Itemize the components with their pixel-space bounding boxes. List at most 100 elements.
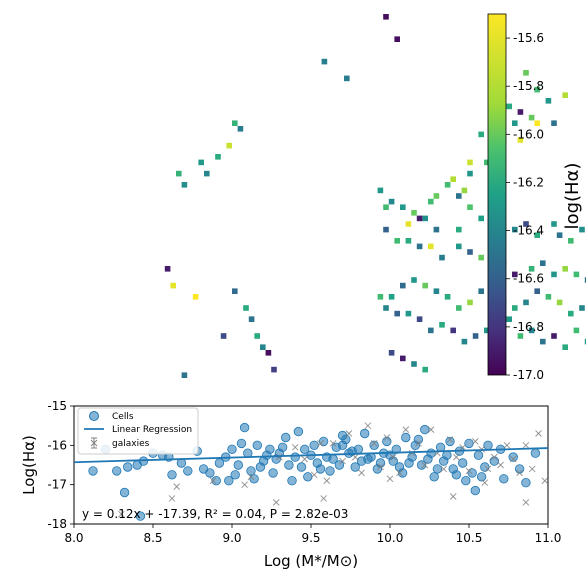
heatmap-cell (556, 299, 563, 306)
heatmap-cell (192, 294, 199, 300)
heatmap-cell (444, 182, 451, 188)
cell-point (382, 436, 392, 447)
cell-point (303, 472, 313, 482)
galaxy-point (541, 477, 549, 485)
galaxy-point (370, 440, 378, 447)
heatmap-cell (478, 254, 484, 261)
heatmap-cell (467, 170, 473, 177)
cell-point (375, 458, 386, 468)
heatmap-cell (568, 310, 574, 317)
heatmap-cell (204, 170, 210, 177)
heatmap-cell (215, 154, 221, 160)
heatmap-cell (237, 126, 244, 132)
heatmap-cell (400, 282, 406, 289)
heatmap-cell (584, 338, 586, 345)
heatmap-cell (456, 193, 462, 199)
heatmap-cell (411, 210, 417, 216)
heatmap-cell (254, 333, 260, 339)
heatmap-cell (377, 294, 384, 300)
y-tick-label: -17 (47, 478, 67, 492)
galaxy-point (351, 453, 359, 461)
colorbar-tick-label: -16.0 (513, 127, 544, 141)
cell-point (369, 440, 379, 451)
x-tick-label: 10.0 (377, 531, 404, 545)
legend-galaxies-marker (90, 437, 98, 449)
heatmap-cell (551, 221, 557, 227)
colorbar-tick-label: -16.2 (513, 175, 544, 189)
galaxy-point (516, 469, 523, 477)
galaxy-point (440, 465, 448, 473)
galaxy-point (535, 430, 542, 437)
legend-cells-label: Cells (112, 412, 134, 422)
heatmap-cell (512, 305, 518, 311)
heatmap-cell (383, 226, 389, 233)
heatmap-cell (562, 344, 568, 350)
cell-point (337, 430, 348, 441)
heatmap-cell (388, 198, 395, 205)
cell-point (413, 434, 424, 445)
heatmap-cell (484, 159, 490, 166)
cell-point (281, 432, 291, 443)
cell-point (277, 442, 288, 453)
galaxy-point (320, 495, 327, 502)
heatmap-cell (439, 322, 445, 328)
heatmap-cell (405, 221, 412, 227)
cell-point (489, 456, 500, 466)
heatmap-cell (512, 120, 518, 126)
cell-point (464, 438, 474, 449)
heatmap-cell (467, 159, 473, 166)
heatmap-cell (433, 226, 440, 233)
galaxy-point (329, 440, 337, 447)
heatmap-cell (422, 282, 428, 289)
galaxy-point (291, 443, 299, 451)
heatmap-cell (517, 333, 524, 339)
y-tick-label: -18 (47, 517, 67, 531)
x-tick-label: 9.0 (222, 531, 241, 545)
heatmap-cell (422, 215, 428, 222)
heatmap-cell (478, 131, 484, 138)
heatmap-cell (506, 316, 512, 322)
galaxy-point (364, 422, 372, 430)
galaxy-point (345, 430, 353, 437)
legend-regression-label: Linear Regression (112, 425, 192, 435)
heatmap-cell (232, 120, 238, 126)
cell-point (183, 466, 193, 476)
heatmap-cell (394, 36, 400, 42)
heatmap-cell (478, 288, 484, 294)
heatmap-cell (523, 221, 529, 227)
galaxy-point (528, 465, 536, 473)
cell-point (315, 464, 326, 474)
heatmap-cell (400, 355, 406, 362)
y-axis-ticks: -15 -16 -17 -18 (47, 399, 74, 531)
galaxy-point (449, 493, 457, 500)
heatmap-cell (428, 198, 434, 205)
heatmap-cell (181, 372, 188, 378)
heatmap-cell (579, 305, 585, 311)
cell-point (451, 470, 462, 480)
heatmap-cell (265, 350, 272, 356)
regression-annotation: y = 0.12x + -17.39, R² = 0.04, P = 2.82e… (82, 507, 348, 521)
galaxy-point (497, 461, 504, 469)
galaxy-point (465, 467, 473, 475)
galaxy-point (522, 441, 530, 449)
cell-point (255, 462, 266, 472)
cell-point (236, 438, 247, 449)
cell-point (318, 436, 329, 447)
galaxy-point (383, 434, 391, 441)
cell-point (300, 444, 310, 455)
cell-point (239, 422, 250, 433)
heatmap-cell (444, 294, 451, 300)
cell-point (350, 462, 360, 472)
cell-point (296, 462, 307, 472)
heatmap-cell (534, 86, 540, 93)
x-tick-label: 10.5 (456, 531, 483, 545)
heatmap-cell (528, 114, 535, 121)
galaxy-point (317, 440, 324, 447)
x-tick-label: 11.0 (535, 531, 562, 545)
y-axis-label: Log(Hα) (20, 435, 38, 495)
heatmap-cell (512, 226, 518, 233)
heatmap-cell (551, 271, 557, 278)
heatmap-cell (456, 243, 462, 250)
heatmap-cell (176, 170, 182, 177)
